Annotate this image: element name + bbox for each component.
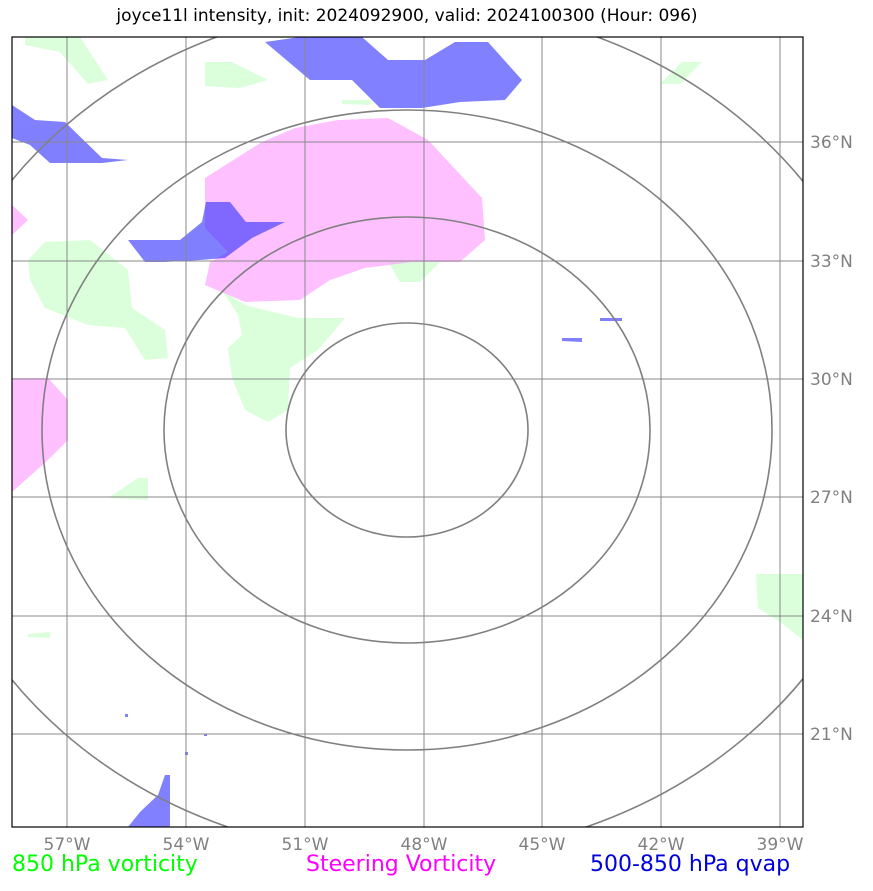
latitude-label: 24°N xyxy=(810,607,853,627)
map-title: joyce11l intensity, init: 2024092900, va… xyxy=(116,6,698,26)
longitude-label: 42°W xyxy=(638,835,685,855)
latitude-label: 36°N xyxy=(810,133,853,153)
steering-vorticity-area xyxy=(12,205,28,235)
range-ring xyxy=(163,216,651,644)
longitude-label: 45°W xyxy=(519,835,566,855)
longitude-label: 57°W xyxy=(44,835,91,855)
qvap-area xyxy=(265,37,522,108)
latitude-label: 27°N xyxy=(810,488,853,508)
vorticity-850-area xyxy=(28,240,168,360)
range-ring xyxy=(285,322,529,538)
range-rings xyxy=(12,37,803,827)
qvap-area xyxy=(125,714,128,717)
vorticity-850-area xyxy=(222,290,345,422)
legend-qvap: 500-850 hPa qvap xyxy=(590,852,791,877)
range-ring xyxy=(41,109,773,751)
vorticity-850-area xyxy=(108,478,148,500)
longitude-label: 39°W xyxy=(757,835,804,855)
graticule xyxy=(12,37,803,827)
latitude-label: 33°N xyxy=(810,252,853,272)
steering-vorticity-layer xyxy=(12,118,485,492)
longitude-label: 54°W xyxy=(163,835,210,855)
latitude-labels: 36°N 33°N 30°N 27°N 24°N 21°N xyxy=(810,133,853,745)
steering-vorticity-area xyxy=(205,118,485,302)
qvap-area xyxy=(600,318,622,321)
vorticity-850-area xyxy=(205,62,268,88)
longitude-labels: 57°W 54°W 51°W 48°W 45°W 42°W 39°W xyxy=(44,835,804,855)
longitude-label: 51°W xyxy=(282,835,329,855)
latitude-label: 21°N xyxy=(810,725,853,745)
qvap-area xyxy=(128,202,285,262)
vorticity-850-area xyxy=(25,37,108,84)
steering-vorticity-area xyxy=(12,378,68,492)
vorticity-850-layer xyxy=(25,37,803,640)
qvap-area xyxy=(128,775,170,827)
map-layers xyxy=(12,37,803,827)
legend-vorticity-850: 850 hPa vorticity xyxy=(12,852,198,877)
vorticity-850-area xyxy=(388,262,440,282)
latitude-label: 30°N xyxy=(810,370,853,390)
qvap-area xyxy=(562,338,582,342)
longitude-label: 48°W xyxy=(401,835,448,855)
legend-steering-vorticity: Steering Vorticity xyxy=(306,852,497,877)
vorticity-850-area xyxy=(28,632,50,638)
vorticity-850-area xyxy=(660,62,702,84)
vorticity-850-area xyxy=(342,100,372,105)
map-frame xyxy=(11,36,804,828)
